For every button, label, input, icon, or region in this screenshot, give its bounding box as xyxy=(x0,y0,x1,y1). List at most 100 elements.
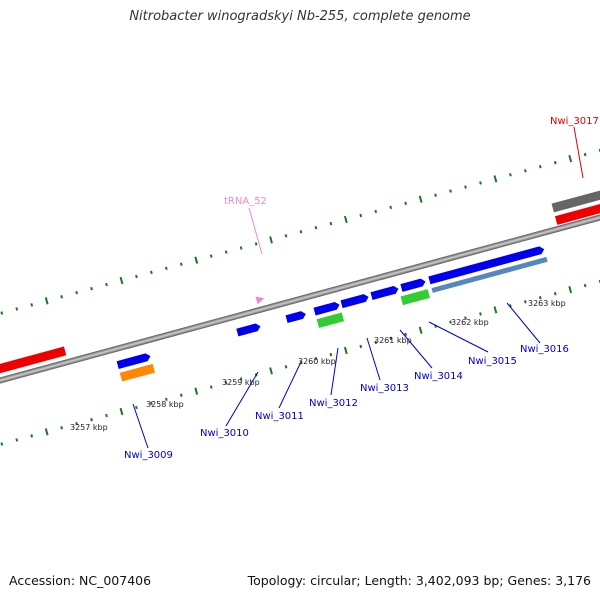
inner-tick xyxy=(284,365,288,369)
gene-nwi-3012[interactable] xyxy=(313,301,340,316)
outer-tick xyxy=(329,221,333,226)
inner-tick xyxy=(314,356,318,361)
outer-tick xyxy=(568,154,573,163)
nwi-3014-leader xyxy=(399,329,433,369)
inner-tick xyxy=(538,296,542,300)
outer-tick xyxy=(538,165,542,169)
gene-nwi-3009-orange[interactable] xyxy=(119,363,155,382)
outer-tick xyxy=(343,215,348,224)
inner-tick xyxy=(493,306,498,314)
tick-label-3261: 3261 kbp xyxy=(374,336,412,345)
inner-tick xyxy=(164,397,168,402)
trna-52-marker[interactable] xyxy=(255,294,266,305)
label-nwi-3012[interactable]: Nwi_3012 xyxy=(309,398,358,409)
outer-tick xyxy=(509,173,512,177)
label-nwi-3016[interactable]: Nwi_3016 xyxy=(520,344,569,355)
nwi-3011-leader xyxy=(278,363,301,409)
outer-tick-track xyxy=(0,148,600,315)
outer-tick xyxy=(479,181,482,185)
label-nwi-3017[interactable]: Nwi_3017 xyxy=(550,116,599,127)
label-nwi-3010[interactable]: Nwi_3010 xyxy=(200,428,249,439)
outer-tick xyxy=(553,160,557,165)
gene-nwi-3010[interactable] xyxy=(236,322,261,337)
gene-red-left[interactable] xyxy=(0,346,67,387)
inner-tick xyxy=(299,361,303,365)
label-nwi-3013[interactable]: Nwi_3013 xyxy=(360,383,409,394)
gene-red-nwi-3017[interactable] xyxy=(554,203,600,225)
inner-tick xyxy=(194,387,199,395)
label-trna-52[interactable]: tRNA_52 xyxy=(224,196,267,207)
inner-tick xyxy=(374,340,378,345)
outer-tick xyxy=(269,236,273,244)
map-title: Nitrobacter winogradskyi Nb-255, complet… xyxy=(129,9,471,24)
outer-tick xyxy=(239,246,243,250)
genome-backbone xyxy=(0,191,600,407)
outer-tick xyxy=(404,201,408,205)
gene-nwi-3011[interactable] xyxy=(285,310,307,324)
inner-tick xyxy=(150,401,153,406)
gene-nwi-3015[interactable] xyxy=(400,278,426,292)
nwi-3013-leader xyxy=(366,337,381,381)
outer-tick xyxy=(135,274,138,279)
outer-tick xyxy=(75,290,78,295)
outer-tick xyxy=(389,205,393,210)
nwi-3016-leader xyxy=(506,302,541,344)
outer-tick xyxy=(150,270,153,275)
outer-tick xyxy=(44,297,49,305)
nwi-3012-leader xyxy=(330,347,339,396)
outer-tick xyxy=(254,242,258,246)
inner-tick xyxy=(44,428,49,436)
tick-label-3263: 3263 kbp xyxy=(528,299,566,308)
inner-tick xyxy=(179,393,183,397)
outer-tick xyxy=(299,230,303,234)
outer-tick xyxy=(434,193,437,197)
gene-nwi-3016-steel[interactable] xyxy=(431,256,548,293)
outer-tick xyxy=(209,254,213,258)
inner-tick xyxy=(209,385,213,389)
gene-nwi-3012-green[interactable] xyxy=(316,312,345,328)
inner-tick xyxy=(583,283,587,288)
inner-tick xyxy=(224,381,228,385)
outer-tick xyxy=(179,262,183,266)
outer-tick xyxy=(194,256,199,264)
gene-nwi-3009-blue[interactable] xyxy=(116,352,152,369)
inner-tick xyxy=(119,407,124,416)
trna-52-leader xyxy=(248,207,263,255)
inner-tick xyxy=(389,336,393,341)
gene-nwi-3014[interactable] xyxy=(370,285,399,300)
gene-nwi-3013[interactable] xyxy=(340,293,370,309)
tick-label-3262: 3262 kbp xyxy=(451,318,489,327)
inner-tick xyxy=(464,316,467,320)
inner-tick xyxy=(269,367,273,375)
inner-tick xyxy=(329,352,333,357)
inner-tick xyxy=(479,312,482,316)
label-nwi-3009[interactable]: Nwi_3009 xyxy=(124,450,173,461)
gene-gray-nwi-3017[interactable] xyxy=(551,190,600,213)
tick-label-3257: 3257 kbp xyxy=(70,423,108,432)
genome-stats-text: Topology: circular; Length: 3,402,093 bp… xyxy=(247,573,591,588)
gene-nwi-3014-green[interactable] xyxy=(400,289,430,306)
outer-tick xyxy=(15,307,19,311)
outer-tick xyxy=(119,276,124,285)
outer-tick xyxy=(418,195,423,203)
accession-text: Accession: NC_007406 xyxy=(9,573,152,588)
outer-tick xyxy=(374,209,378,214)
inner-tick xyxy=(418,326,423,334)
inner-tick xyxy=(568,285,573,294)
outer-tick xyxy=(583,152,587,157)
label-nwi-3011[interactable]: Nwi_3011 xyxy=(255,411,304,422)
outer-tick xyxy=(105,282,108,287)
outer-tick xyxy=(90,286,93,291)
inner-tick xyxy=(359,344,363,349)
inner-tick xyxy=(15,438,19,442)
leader-lines xyxy=(132,126,584,449)
label-nwi-3015[interactable]: Nwi_3015 xyxy=(468,356,517,367)
gene-nwi-3016[interactable] xyxy=(428,245,545,285)
outer-tick xyxy=(523,169,527,173)
label-nwi-3014[interactable]: Nwi_3014 xyxy=(414,371,463,382)
outer-tick xyxy=(30,303,34,307)
tick-label-3258: 3258 kbp xyxy=(146,400,184,409)
inner-tick xyxy=(449,320,452,324)
outer-tick xyxy=(493,175,498,183)
